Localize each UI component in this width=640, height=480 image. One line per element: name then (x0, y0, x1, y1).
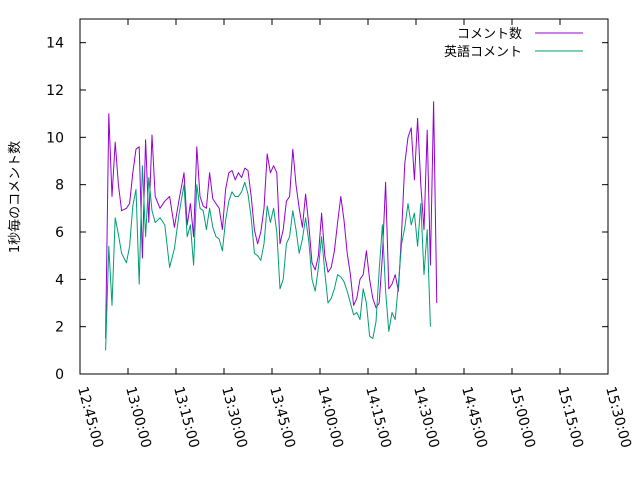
y-tick-label: 6 (55, 225, 64, 241)
x-tick-label: 15:00:00 (506, 385, 538, 450)
y-axis-label-group: 1秒毎のコメント数 (7, 141, 23, 253)
y-tick-label: 12 (46, 83, 64, 99)
x-tick-label: 14:00:00 (314, 385, 346, 450)
x-tick-label: 15:15:00 (554, 385, 586, 450)
y-tick-label: 2 (55, 320, 64, 336)
y-tick-label: 0 (55, 367, 64, 383)
series-line-1 (105, 101, 438, 339)
x-tick-label: 14:15:00 (362, 385, 394, 450)
x-tick-label: 14:45:00 (458, 385, 490, 450)
plot-frame (79, 18, 609, 375)
x-tick-label: 14:30:00 (410, 385, 442, 450)
x-tick-label: 12:45:00 (74, 385, 106, 450)
x-tick-label: 13:45:00 (266, 385, 298, 450)
legend-label: コメント数 (457, 27, 522, 42)
ticks-layer: 0 2 4 6 8 10 12 14 12:45:00 13:00:00 13:15:00 13:30… (46, 19, 634, 450)
x-tick-label: 13:15:00 (170, 385, 202, 450)
y-tick-label: 14 (46, 36, 64, 52)
y-tick-label: 4 (55, 272, 64, 288)
y-tick-label: 8 (55, 178, 64, 194)
series-layer (105, 101, 438, 351)
legend-label: 英語コメント (444, 44, 522, 60)
series-line-2 (105, 165, 431, 351)
x-tick-label: 15:30:00 (602, 385, 634, 450)
y-tick-label: 10 (46, 130, 64, 146)
y-axis-label: 1秒毎のコメント数 (7, 141, 23, 253)
x-tick-label: 13:00:00 (122, 385, 154, 450)
x-tick-label: 13:30:00 (218, 385, 250, 450)
